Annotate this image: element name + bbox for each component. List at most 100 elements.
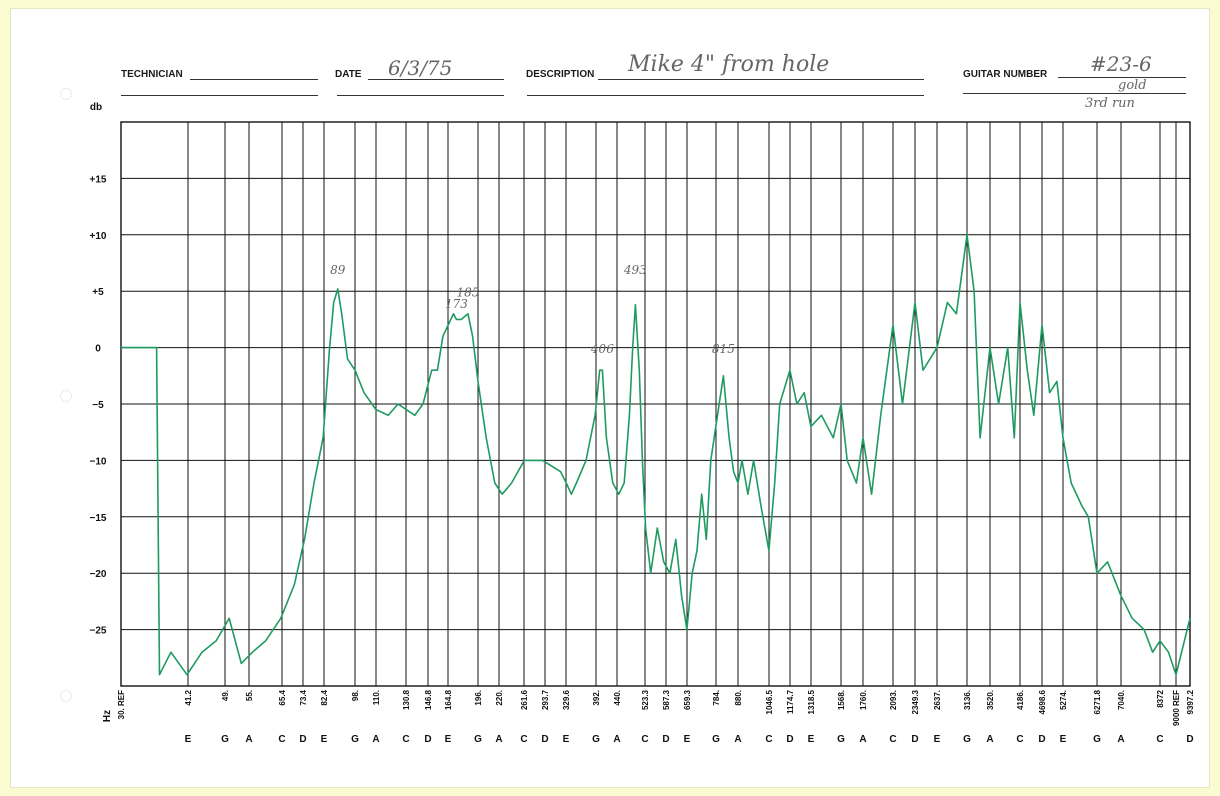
x-note-label: G [351,734,359,745]
y-tick-label: 0 [95,344,101,355]
handwritten-note: 3rd run [1085,96,1135,111]
x-note-label: A [245,734,252,745]
x-note-label: C [402,734,409,745]
form-rule [121,95,318,96]
x-tick-label: 329.6 [562,689,571,710]
date-field [368,79,504,80]
x-note-label: A [1117,734,1124,745]
x-note-label: C [889,734,896,745]
x-tick-label: 293.7 [541,689,550,710]
x-note-label: D [911,734,918,745]
x-tick-label: 880. [734,690,743,706]
x-tick-label: 164.8 [444,689,453,710]
x-tick-label: 2349.3 [911,689,920,714]
x-note-label: D [1186,734,1193,745]
x-note-label: A [986,734,993,745]
plot-frame [120,121,1191,687]
x-note-label: G [592,734,600,745]
x-note-label: A [859,734,866,745]
y-tick-label: +10 [90,231,107,242]
guitar-number-field [1058,77,1186,78]
x-tick-label: 130.8 [402,689,411,710]
x-tick-label: 1568. [837,690,846,710]
peak-annotation: 173 [445,297,468,311]
x-tick-label: 65.4 [278,689,287,705]
x-tick-label: 146.8 [424,689,433,710]
x-tick-label: 1046.5 [765,689,774,714]
response-chart-sheet [10,8,1210,788]
x-tick-label: 659.3 [683,689,692,710]
x-note-label: D [424,734,431,745]
x-tick-label: 1318.5 [807,689,816,714]
x-tick-label: 82.4 [320,689,329,705]
guitar-number-label: GUITAR NUMBER [963,69,1048,80]
x-tick-label: 30. REF [117,690,126,719]
x-note-label: G [712,734,720,745]
y-axis-label: db [90,102,102,113]
x-note-label: C [641,734,648,745]
x-note-label: E [445,734,452,745]
y-tick-label: −15 [90,513,107,524]
peak-annotation: 89 [330,263,346,277]
x-tick-label: 220. [495,690,504,706]
x-tick-label: 41.2 [184,689,193,705]
x-note-label: E [934,734,941,745]
x-note-label: E [185,734,192,745]
x-tick-label: 2637. [933,690,942,710]
x-note-label: E [808,734,815,745]
x-note-label: G [221,734,229,745]
guitar-number-value: #23-6 [1090,52,1152,76]
x-tick-label: 784. [712,690,721,706]
x-tick-label: 8372 [1156,689,1165,707]
x-note-label: G [837,734,845,745]
y-tick-label: +15 [90,174,107,185]
x-note-label: C [520,734,527,745]
description-field [598,79,924,80]
x-tick-label: 49. [221,690,230,701]
x-tick-label: 9000 REF [1172,690,1181,726]
x-tick-label: 9397.2 [1186,689,1195,714]
date-value: 6/3/75 [388,56,453,80]
peak-annotation: 493 [623,263,647,277]
x-tick-label: 6271.8 [1093,689,1102,714]
x-note-label: C [1156,734,1163,745]
x-note-label: A [372,734,379,745]
x-tick-label: 261.6 [520,689,529,710]
description-label: DESCRIPTION [526,69,595,80]
x-note-label: D [662,734,669,745]
x-tick-label: 1174.7 [786,689,795,714]
x-tick-label: 523.3 [641,689,650,710]
x-tick-label: 392. [592,690,601,706]
x-tick-label: 4186. [1016,690,1025,710]
x-tick-label: 110. [372,690,381,705]
form-rule [337,95,504,96]
x-note-label: C [765,734,772,745]
x-tick-label: 73.4 [299,689,308,705]
x-tick-label: 3520. [986,690,995,710]
technician-label: TECHNICIAN [121,69,183,80]
x-note-label: E [1060,734,1067,745]
x-note-label: D [1038,734,1045,745]
x-tick-label: 5274. [1059,690,1068,710]
x-tick-label: 55. [245,690,254,701]
peak-annotation: 185 [457,285,480,299]
peak-annotation: 406 [590,342,614,356]
x-note-label: G [474,734,482,745]
x-tick-label: 2093. [889,690,898,710]
x-tick-label: 440. [613,690,622,706]
x-note-label: A [495,734,502,745]
x-tick-label: 4698.6 [1038,689,1047,714]
date-label: DATE [335,69,362,80]
x-tick-label: 3136. [963,690,972,710]
x-note-label: A [734,734,741,745]
x-tick-label: 98. [351,690,360,701]
x-note-label: C [278,734,285,745]
peak-annotation: 815 [712,342,735,356]
x-note-label: G [963,734,971,745]
x-note-label: A [613,734,620,745]
x-note-label: G [1093,734,1101,745]
x-note-label: E [321,734,328,745]
x-note-label: D [299,734,306,745]
y-tick-label: −20 [90,569,107,580]
